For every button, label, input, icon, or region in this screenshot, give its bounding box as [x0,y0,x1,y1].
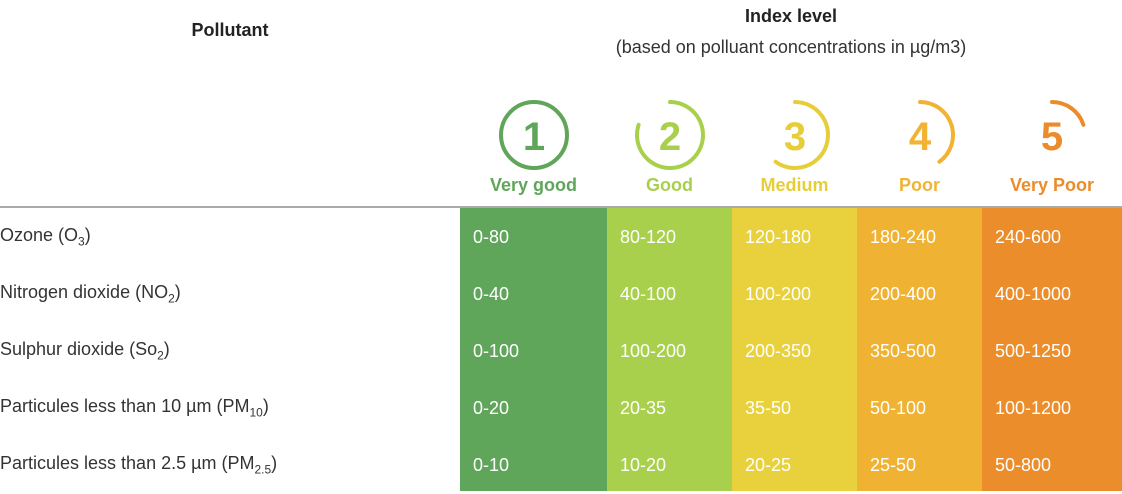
table-row: Sulphur dioxide (So2) 0-100 100-200 200-350… [0,322,1122,376]
range-cell-level-3: 20-25 [732,436,857,490]
range-cell-level-3: 120-180 [732,208,857,262]
level-3-gauge-icon: 3 [773,100,830,170]
gauge-arc [1050,100,1086,127]
range-cell-level-1: 0-10 [460,436,607,490]
range-cell-level-5: 500-1250 [982,322,1122,376]
gauge-arc [773,100,830,170]
table-row: Nitrogen dioxide (NO2) 0-40 40-100 100-200 2… [0,265,1122,319]
pollutant-name: Particules less than 10 µm (PM10) [0,396,269,420]
gauge-arc [634,100,705,170]
range-cell-level-2: 40-100 [607,265,732,319]
range-cell-level-5: 100-1200 [982,379,1122,433]
table-row: Particules less than 2.5 µm (PM2.5) 0-10 1… [0,436,1122,490]
level-label: Medium [760,175,829,195]
range-cell-level-2: 10-20 [607,436,732,490]
pollutant-name: Nitrogen dioxide (NO2) [0,282,181,306]
level-label: Very good [489,175,578,195]
level-number: 3 [783,115,805,159]
level-number: 4 [908,115,931,159]
range-cell-level-3: 200-350 [732,322,857,376]
range-cell-level-1: 0-100 [460,322,607,376]
level-5-gauge-icon: 5 [1041,100,1086,159]
range-cell-level-4: 25-50 [857,436,982,490]
level-number: 5 [1041,115,1063,159]
gauge-arc [498,100,569,170]
index-level-title: Index level [744,6,838,26]
range-cell-level-2: 20-35 [607,379,732,433]
range-cell-level-5: 240-600 [982,208,1122,262]
level-2: 2 Good [607,95,732,196]
range-cell-level-5: 400-1000 [982,265,1122,319]
level-1-gauge-icon: 1 [498,100,569,170]
level-3: 3 Medium [732,95,857,196]
header-divider [0,206,1122,208]
range-cell-level-2: 100-200 [607,322,732,376]
level-1: 1 Very good [471,95,596,196]
level-label: Good [646,175,693,195]
table-row: Particules less than 10 µm (PM10) 0-20 20-… [0,379,1122,433]
range-cell-level-3: 35-50 [732,379,857,433]
level-4: 4 Poor [857,95,982,196]
range-cell-level-1: 0-40 [460,265,607,319]
pollutant-name: Particules less than 2.5 µm (PM2.5) [0,453,278,477]
level-2-gauge-icon: 2 [634,100,705,170]
level-number: 2 [658,115,680,159]
table-row: Ozone (O3) 0-80 80-120 120-180 180-240 240-60… [0,208,1122,262]
range-cell-level-1: 0-20 [460,379,607,433]
level-4-gauge-icon: 4 [908,100,955,164]
pollutant-name: Sulphur dioxide (So2) [0,339,170,363]
pollutant-column-header: Pollutant [191,20,269,40]
level-number: 1 [522,115,544,159]
range-cell-level-4: 200-400 [857,265,982,319]
range-cell-level-3: 100-200 [732,265,857,319]
range-cell-level-4: 350-500 [857,322,982,376]
gauge-arc [917,100,955,164]
range-cell-level-4: 180-240 [857,208,982,262]
pollutant-name: Ozone (O3) [0,225,91,249]
range-cell-level-4: 50-100 [857,379,982,433]
index-level-subtitle: (based on polluant concentrations in µg/… [615,37,967,57]
level-label: Poor [898,175,940,195]
range-cell-level-5: 50-800 [982,436,1122,490]
level-5: 5 Very Poor [990,95,1115,196]
level-label: Very Poor [1009,175,1095,195]
range-cell-level-1: 0-80 [460,208,607,262]
range-cell-level-2: 80-120 [607,208,732,262]
